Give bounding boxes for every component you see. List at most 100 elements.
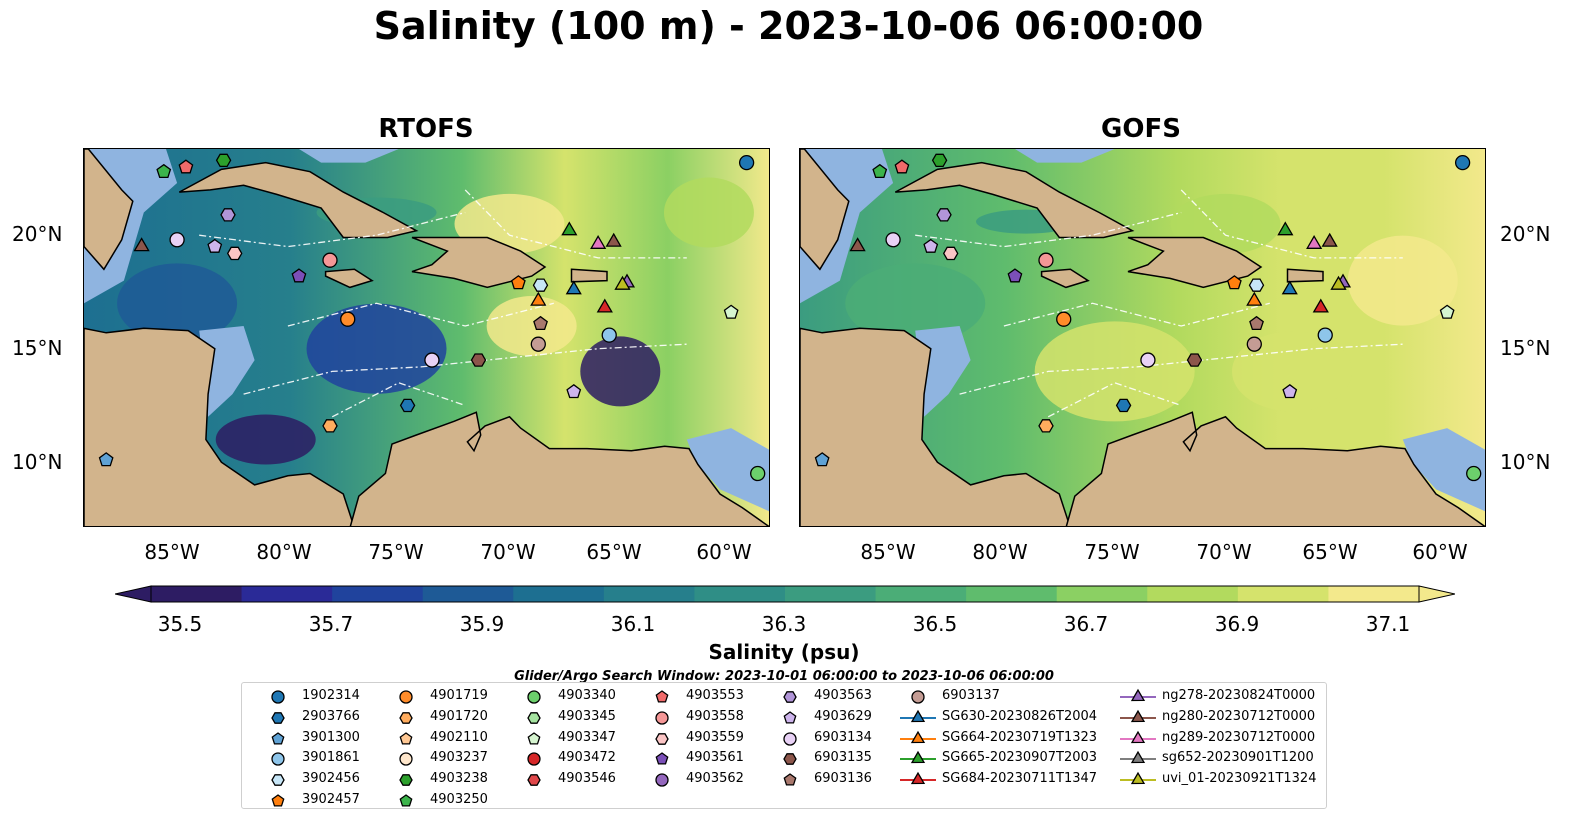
legend-marker[interactable] (783, 773, 797, 786)
legend-marker[interactable] (655, 732, 669, 745)
gofs-obs-marker[interactable] (1454, 154, 1471, 171)
rtofs-obs-marker[interactable] (169, 232, 185, 248)
rtofs-obs-marker[interactable] (561, 221, 578, 236)
legend-marker[interactable] (910, 771, 926, 785)
legend-marker[interactable] (655, 711, 669, 725)
legend-marker[interactable] (271, 690, 285, 704)
legend-marker[interactable] (783, 753, 797, 766)
rtofs-obs-marker[interactable] (340, 311, 356, 327)
legend-marker[interactable] (527, 711, 541, 724)
rtofs-obs-marker[interactable] (207, 238, 223, 253)
gofs-obs-marker[interactable] (1466, 465, 1482, 482)
rtofs-obs-marker[interactable] (614, 275, 631, 290)
legend-marker[interactable] (399, 690, 413, 704)
rtofs-obs-marker[interactable] (156, 163, 172, 179)
legend-marker[interactable] (783, 691, 797, 703)
legend-marker[interactable] (655, 773, 669, 787)
rtofs-obs-marker[interactable] (291, 268, 307, 283)
legend-marker[interactable] (399, 794, 413, 807)
gofs-obs-marker[interactable] (1317, 327, 1333, 343)
legend-marker[interactable] (783, 710, 797, 724)
rtofs-obs-marker[interactable] (738, 154, 755, 171)
gofs-obs-marker[interactable] (1277, 221, 1294, 236)
legend-marker[interactable] (271, 774, 285, 787)
gofs-obs-marker[interactable] (1249, 315, 1264, 331)
legend-marker[interactable] (1130, 771, 1146, 785)
rtofs-obs-marker[interactable] (226, 246, 243, 261)
rtofs-obs-marker[interactable] (220, 208, 236, 222)
gofs-obs-marker[interactable] (1281, 280, 1298, 295)
gofs-obs-marker[interactable] (1038, 252, 1054, 268)
gofs-obs-marker[interactable] (1321, 232, 1338, 247)
gofs-obs-marker[interactable] (1246, 291, 1263, 306)
rtofs-obs-marker[interactable] (596, 298, 613, 313)
gofs-obs-marker[interactable] (1246, 336, 1262, 352)
rtofs-obs-marker[interactable] (532, 278, 549, 292)
legend-marker[interactable] (399, 711, 413, 724)
legend-marker[interactable] (271, 731, 285, 745)
legend-marker[interactable] (910, 709, 926, 722)
gofs-obs-marker[interactable] (1056, 311, 1072, 327)
gofs-obs-marker[interactable] (872, 163, 888, 179)
legend-marker[interactable] (271, 752, 285, 767)
rtofs-obs-marker[interactable] (133, 237, 150, 252)
gofs-obs-marker[interactable] (942, 246, 959, 261)
rtofs-obs-marker[interactable] (565, 280, 582, 295)
legend-marker[interactable] (655, 752, 669, 765)
rtofs-obs-marker[interactable] (510, 275, 526, 290)
gofs-obs-marker[interactable] (931, 153, 948, 168)
rtofs-obs-marker[interactable] (322, 419, 338, 433)
rtofs-obs-marker[interactable] (601, 327, 617, 343)
gofs-obs-marker[interactable] (1312, 298, 1329, 313)
legend-marker[interactable] (527, 752, 541, 767)
legend-marker[interactable] (271, 711, 285, 724)
gofs-obs-marker[interactable] (1248, 278, 1265, 292)
gofs-obs-marker[interactable] (1140, 352, 1156, 368)
gofs-obs-marker[interactable] (1115, 398, 1132, 413)
rtofs-obs-marker[interactable] (98, 452, 114, 467)
legend-marker[interactable] (911, 690, 925, 704)
gofs-obs-marker[interactable] (1330, 275, 1347, 290)
gofs-obs-marker[interactable] (1439, 304, 1455, 319)
legend-marker[interactable] (783, 731, 797, 746)
rtofs-obs-marker[interactable] (470, 353, 487, 367)
gofs-obs-marker[interactable] (1186, 353, 1203, 367)
rtofs-obs-marker[interactable] (566, 383, 582, 399)
legend-marker[interactable] (1130, 730, 1146, 743)
rtofs-obs-marker[interactable] (723, 304, 739, 319)
legend-marker[interactable] (399, 774, 413, 787)
gofs-obs-marker[interactable] (923, 238, 939, 253)
rtofs-obs-marker[interactable] (590, 235, 607, 249)
legend-marker[interactable] (399, 752, 413, 767)
gofs-obs-marker[interactable] (1038, 419, 1054, 433)
rtofs-obs-marker[interactable] (605, 232, 622, 247)
legend-marker[interactable] (910, 730, 926, 743)
gofs-obs-marker[interactable] (1226, 275, 1242, 290)
legend-marker[interactable] (527, 731, 541, 745)
rtofs-obs-marker[interactable] (215, 153, 232, 168)
rtofs-obs-marker[interactable] (424, 352, 440, 368)
legend-marker[interactable] (910, 751, 926, 764)
rtofs-obs-marker[interactable] (530, 336, 546, 352)
gofs-obs-marker[interactable] (814, 452, 830, 467)
gofs-obs-marker[interactable] (1282, 383, 1298, 399)
rtofs-obs-marker[interactable] (750, 465, 766, 482)
map-panel-gofs[interactable] (799, 148, 1486, 527)
legend-marker[interactable] (655, 690, 669, 703)
rtofs-obs-marker[interactable] (178, 159, 194, 174)
gofs-obs-marker[interactable] (936, 208, 952, 222)
gofs-obs-marker[interactable] (1306, 235, 1323, 249)
gofs-obs-marker[interactable] (894, 159, 910, 174)
legend-marker[interactable] (1130, 688, 1146, 702)
gofs-obs-marker[interactable] (849, 237, 866, 252)
gofs-obs-marker[interactable] (885, 232, 901, 248)
rtofs-obs-marker[interactable] (530, 291, 547, 306)
legend-marker[interactable] (1130, 709, 1146, 722)
gofs-obs-marker[interactable] (1007, 268, 1023, 283)
rtofs-obs-marker[interactable] (322, 252, 338, 268)
legend-marker[interactable] (399, 731, 413, 745)
rtofs-obs-marker[interactable] (399, 398, 416, 413)
legend-marker[interactable] (527, 690, 541, 704)
map-panel-rtofs[interactable] (83, 148, 770, 527)
legend-marker[interactable] (271, 794, 285, 807)
